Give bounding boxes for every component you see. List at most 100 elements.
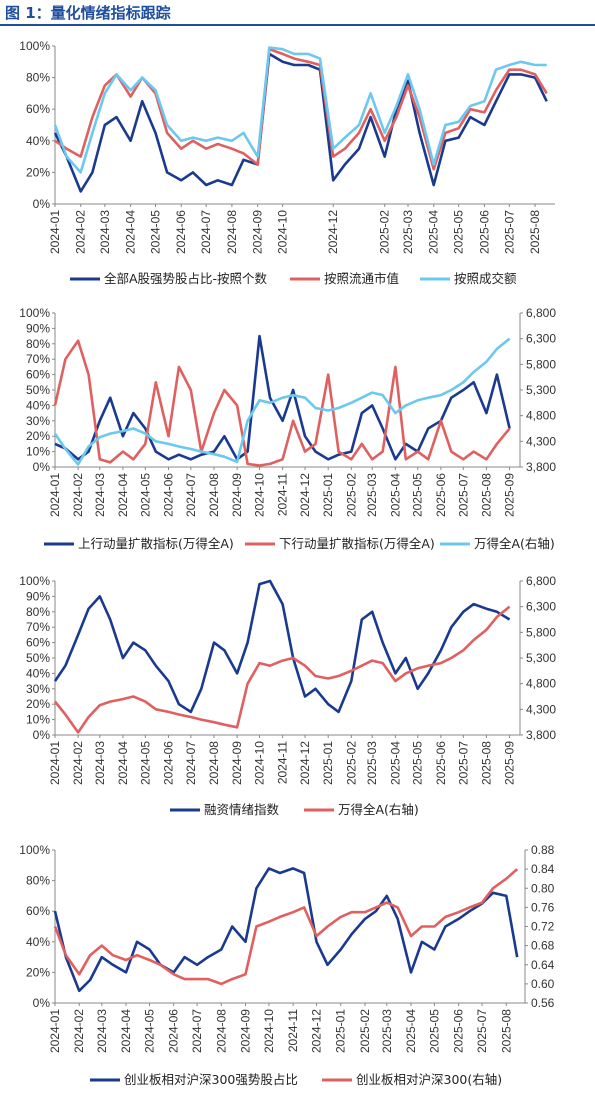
y2-tick-label: 0.56 [531, 996, 555, 1010]
x-tick-label: 2025-05 [452, 210, 466, 254]
x-tick-label: 2025-03 [365, 741, 379, 785]
x-tick-label: 2025-08 [499, 1009, 513, 1053]
x-tick-label: 2025-06 [434, 473, 448, 517]
x-tick-label: 2024-04 [119, 1009, 133, 1053]
legend-label: 按照成交额 [454, 271, 517, 286]
x-tick-label: 2024-12 [310, 1009, 324, 1053]
y-tick-label: 20% [26, 165, 50, 179]
x-tick-label: 2025-06 [452, 1009, 466, 1053]
x-tick-label: 2025-05 [411, 473, 425, 517]
y-tick-label: 10% [26, 445, 50, 459]
y-tick-label: 30% [26, 414, 50, 428]
legend-label: 万得全A(右轴) [338, 802, 419, 817]
chart-panel-1: 0% 20% 40% 60% 80% 100% 2024-01 2024-02 2024-03 2… [19, 39, 555, 286]
y-tick-label: 70% [26, 620, 50, 634]
y-tick-label: 20% [26, 965, 50, 979]
y2-tick-label: 6,800 [526, 574, 556, 588]
y-tick-label: 80% [26, 874, 50, 888]
x-tick-label: 2024-06 [161, 741, 175, 785]
x-tick-label: 2025-02 [358, 1009, 372, 1053]
x-tick-label: 2025-07 [475, 1009, 489, 1053]
y-tick-label: 40% [26, 666, 50, 680]
y2-tick-label: 6,800 [526, 306, 556, 320]
x-tick-label: 2024-01 [48, 473, 62, 517]
x-tick-label: 2024-09 [251, 210, 265, 254]
y-tick-label: 10% [26, 713, 50, 727]
y2-tick-label: 0.84 [531, 862, 555, 876]
y2-tick-label: 0.88 [531, 843, 555, 857]
x-tick-label: 2024-04 [116, 473, 130, 517]
series-line [54, 47, 548, 171]
x-tick-label: 2024-05 [138, 473, 152, 517]
x-tick-label: 2024-08 [225, 210, 239, 254]
y2-tick-label: 6,300 [526, 600, 556, 614]
x-tick-label: 2025-02 [344, 741, 358, 785]
y-tick-label: 0% [33, 996, 51, 1010]
y2-tick-label: 4,300 [526, 702, 556, 716]
y-tick-label: 30% [26, 682, 50, 696]
y-tick-label: 70% [26, 352, 50, 366]
y-tick-label: 80% [26, 605, 50, 619]
series-line [53, 579, 511, 714]
y-tick-label: 100% [19, 306, 50, 320]
series-line [53, 46, 547, 174]
x-tick-label: 2024-07 [184, 473, 198, 517]
x-tick-label: 2024-01 [48, 741, 62, 785]
y2-tick-label: 5,300 [526, 383, 556, 397]
x-tick-label: 2024-07 [199, 210, 213, 254]
x-tick-label: 2024-06 [174, 210, 188, 254]
y2-tick-label: 5,800 [526, 357, 556, 371]
x-tick-label: 2024-09 [230, 741, 244, 785]
x-tick-label: 2024-05 [148, 210, 162, 254]
x-tick-label: 2024-09 [230, 473, 244, 517]
x-tick-label: 2025-06 [434, 741, 448, 785]
y-tick-label: 90% [26, 589, 50, 603]
x-tick-label: 2024-07 [184, 741, 198, 785]
x-tick-label: 2024-11 [276, 473, 290, 516]
x-tick-label: 2024-10 [253, 741, 267, 785]
x-tick-label: 2024-05 [138, 741, 152, 785]
x-tick-label: 2025-07 [456, 473, 470, 517]
y-tick-label: 0% [33, 460, 51, 474]
y2-tick-label: 4,300 [526, 434, 556, 448]
x-tick-label: 2024-08 [207, 741, 221, 785]
x-tick-label: 2024-06 [161, 473, 175, 517]
y-tick-label: 20% [26, 429, 50, 443]
y-tick-label: 80% [26, 337, 50, 351]
x-tick-label: 2025-03 [401, 210, 415, 254]
series-line [53, 337, 511, 466]
x-tick-label: 2025-03 [365, 473, 379, 517]
y-tick-label: 80% [26, 71, 50, 85]
x-tick-label: 2024-08 [214, 1009, 228, 1053]
x-tick-label: 2025-02 [344, 473, 358, 517]
y-tick-label: 40% [26, 935, 50, 949]
x-tick-label: 2024-09 [238, 1009, 252, 1053]
x-tick-label: 2024-07 [190, 1009, 204, 1053]
series-line [53, 868, 519, 986]
y2-tick-label: 3,800 [526, 728, 556, 742]
legend-label: 全部A股强势股占比-按照个数 [104, 271, 268, 286]
x-tick-label: 2024-02 [74, 210, 88, 254]
x-tick-label: 2025-07 [502, 210, 516, 254]
y2-tick-label: 0.68 [531, 939, 555, 953]
y-tick-label: 60% [26, 904, 50, 918]
x-tick-label: 2025-05 [427, 1009, 441, 1053]
x-tick-label: 2024-04 [124, 210, 138, 254]
x-tick-label: 2024-02 [72, 1009, 86, 1053]
x-tick-label: 2025-09 [503, 473, 517, 517]
y2-tick-label: 6,300 [526, 332, 556, 346]
y2-tick-label: 5,800 [526, 625, 556, 639]
x-tick-label: 2024-12 [298, 741, 312, 785]
y2-tick-label: 0.60 [531, 977, 555, 991]
x-tick-label: 2024-10 [276, 210, 290, 254]
x-tick-label: 2024-03 [98, 210, 112, 254]
x-tick-label: 2025-08 [528, 210, 542, 254]
y-tick-label: 60% [26, 368, 50, 382]
chart-panel-3: 0%10% 20%30% 40%50%60% 70%80% 90%100% 3,800 4,… [19, 574, 556, 817]
y2-tick-label: 0.76 [531, 900, 555, 914]
x-tick-label: 2025-04 [427, 210, 441, 254]
x-tick-label: 2024-06 [167, 1009, 181, 1053]
y-tick-label: 60% [26, 636, 50, 650]
x-tick-label: 2024-03 [93, 473, 107, 517]
